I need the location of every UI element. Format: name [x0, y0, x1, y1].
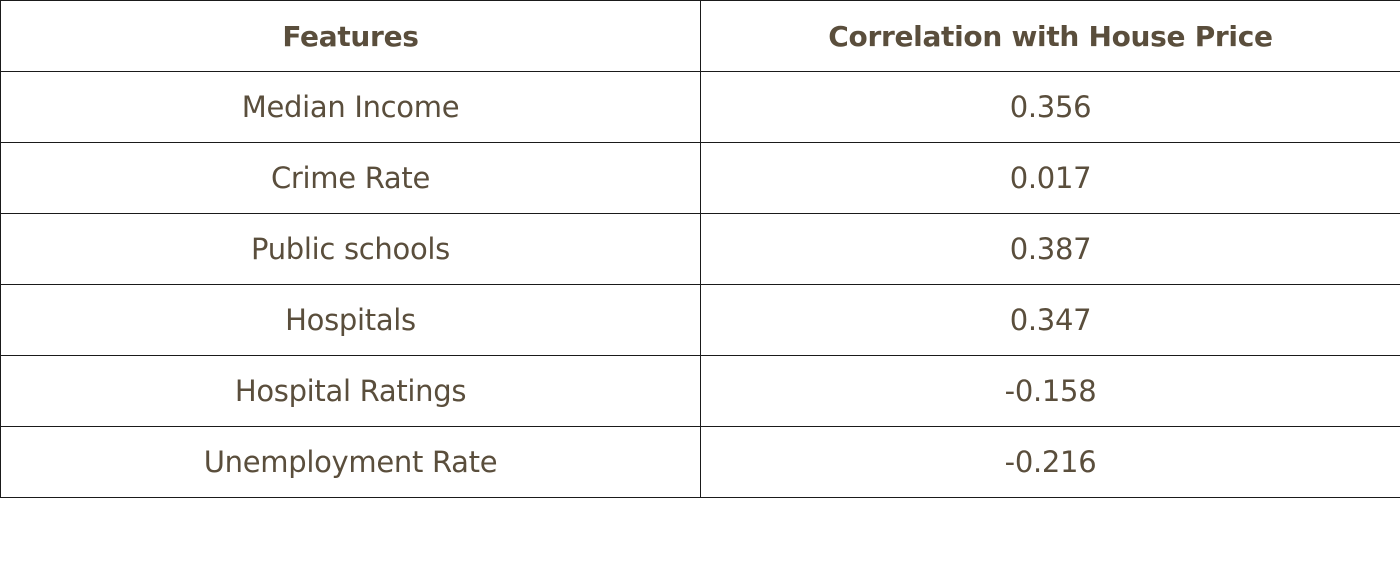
correlation-cell: -0.216 [700, 426, 1400, 498]
table-row: Hospital Ratings -0.158 [0, 355, 1400, 427]
feature-cell: Median Income [0, 71, 701, 143]
correlation-cell: 0.017 [700, 142, 1400, 214]
correlation-cell: 0.347 [700, 284, 1400, 356]
feature-cell: Hospital Ratings [0, 355, 701, 427]
feature-cell: Crime Rate [0, 142, 701, 214]
feature-cell: Public schools [0, 213, 701, 285]
table-row: Median Income 0.356 [0, 71, 1400, 143]
table-row: Public schools 0.387 [0, 213, 1400, 285]
correlation-table: Features Correlation with House Price Me… [0, 0, 1400, 498]
correlation-table-container: Features Correlation with House Price Me… [0, 0, 1400, 498]
table-row: Unemployment Rate -0.216 [0, 426, 1400, 498]
feature-cell: Hospitals [0, 284, 701, 356]
correlation-cell: 0.356 [700, 71, 1400, 143]
table-row: Hospitals 0.347 [0, 284, 1400, 356]
header-features: Features [0, 0, 701, 72]
table-row: Crime Rate 0.017 [0, 142, 1400, 214]
header-correlation: Correlation with House Price [700, 0, 1400, 72]
header-row: Features Correlation with House Price [0, 0, 1400, 72]
feature-cell: Unemployment Rate [0, 426, 701, 498]
correlation-cell: -0.158 [700, 355, 1400, 427]
correlation-cell: 0.387 [700, 213, 1400, 285]
